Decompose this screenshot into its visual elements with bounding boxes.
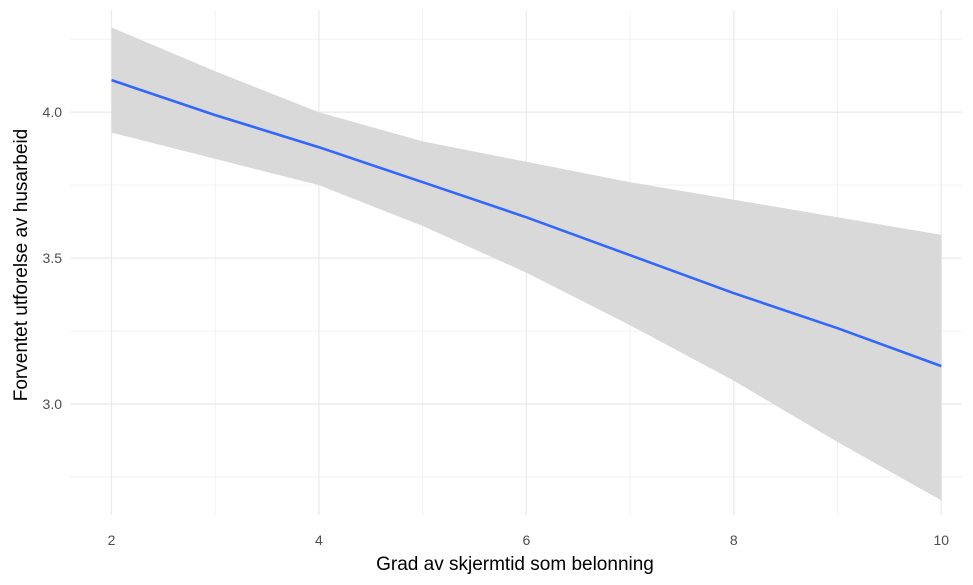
x-tick-label: 10 — [933, 532, 949, 548]
x-tick-label: 8 — [730, 532, 738, 548]
x-axis-title: Grad av skjermtid som belonning — [376, 554, 654, 575]
x-axis-ticks: 2 4 6 8 10 — [108, 532, 950, 548]
confidence-band — [111, 27, 942, 501]
x-tick-label: 6 — [522, 532, 530, 548]
y-axis-title: Forventet utforelse av husarbeid — [11, 129, 32, 402]
y-axis-ticks: 3.0 3.5 4.0 — [43, 104, 63, 412]
x-tick-label: 2 — [108, 532, 116, 548]
y-tick-label: 3.0 — [43, 396, 63, 412]
y-tick-label: 4.0 — [43, 104, 63, 120]
x-tick-label: 4 — [315, 532, 323, 548]
trend-line — [111, 78, 942, 368]
trend-line-layer — [111, 78, 942, 368]
y-tick-label: 3.5 — [43, 250, 63, 266]
confidence-band-layer — [111, 27, 942, 501]
